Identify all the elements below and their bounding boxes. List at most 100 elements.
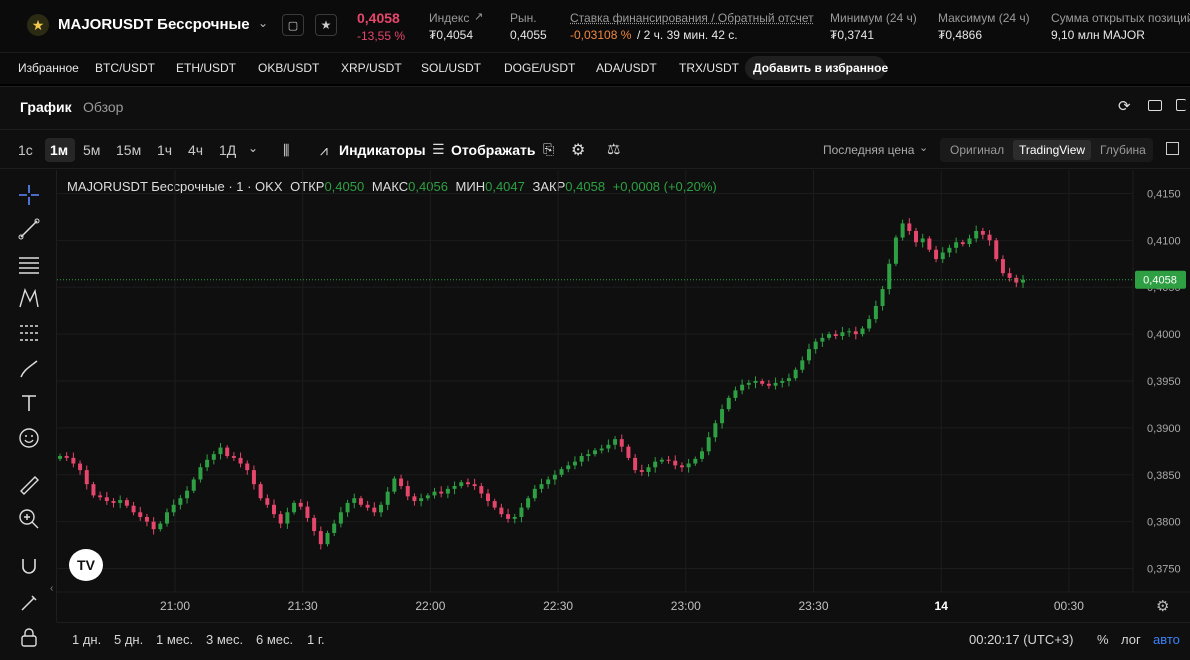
fav-doge[interactable]: DOGE/USDT xyxy=(504,61,576,75)
x-tick-label: 23:00 xyxy=(671,599,701,613)
zoom-in-icon[interactable] xyxy=(18,508,40,530)
view-tradingview[interactable]: TradingView xyxy=(1019,143,1086,157)
range-1y[interactable]: 1 г. xyxy=(307,632,325,647)
collapse-sidebar-icon[interactable]: ‹ xyxy=(50,583,54,594)
interval-1s[interactable]: 1с xyxy=(18,142,33,158)
auto-toggle[interactable]: авто xyxy=(1153,632,1180,647)
range-1d[interactable]: 1 дн. xyxy=(72,632,102,647)
fav-ada[interactable]: ADA/USDT xyxy=(596,61,657,75)
range-5d[interactable]: 5 дн. xyxy=(114,632,144,647)
candle-body xyxy=(151,521,156,530)
candle-body xyxy=(178,498,183,505)
candle-body xyxy=(452,486,457,489)
fib-icon[interactable] xyxy=(18,322,40,344)
funding-rate: -0,03108 % xyxy=(570,28,632,42)
symbol-title[interactable]: MAJORUSDT Бессрочные xyxy=(58,16,250,33)
fullscreen-icon[interactable] xyxy=(1176,99,1186,111)
fav-sol[interactable]: SOL/USDT xyxy=(421,61,482,75)
interval-1m[interactable]: 1м xyxy=(50,142,69,158)
favorites-bar xyxy=(0,52,1190,84)
candle-body xyxy=(780,381,785,383)
candle-body xyxy=(532,488,537,499)
favorites-label[interactable]: Избранное xyxy=(18,61,79,75)
settings-gear-icon[interactable]: ⚙ xyxy=(571,142,586,159)
candle-body xyxy=(947,247,952,253)
interval-4h[interactable]: 4ч xyxy=(188,142,204,158)
candle-body xyxy=(432,491,437,496)
range-3m[interactable]: 3 мес. xyxy=(206,632,244,647)
crosshair-icon[interactable] xyxy=(18,184,40,206)
candle-body xyxy=(465,482,470,485)
candle-body xyxy=(238,457,243,464)
view-original[interactable]: Оригинал xyxy=(950,143,1005,157)
candle-body xyxy=(358,498,363,505)
book-icon[interactable]: ▢ xyxy=(282,14,304,36)
axis-settings-icon[interactable]: ⚙ xyxy=(1156,598,1170,615)
chevron-down-icon[interactable]: ⌄ xyxy=(248,141,259,155)
candle-body xyxy=(552,474,557,480)
x-tick-label: 00:30 xyxy=(1054,599,1084,613)
candle-body xyxy=(131,505,136,513)
interval-1d[interactable]: 1Д xyxy=(219,142,237,158)
view-tradingview-bg xyxy=(1013,140,1091,160)
tab-overview[interactable]: Обзор xyxy=(83,99,124,115)
tab-chart[interactable]: График xyxy=(20,99,72,115)
percent-toggle[interactable]: % xyxy=(1097,632,1109,647)
ruler-icon[interactable] xyxy=(18,474,40,496)
view-depth[interactable]: Глубина xyxy=(1100,143,1146,157)
add-alert-icon[interactable]: ⟳ xyxy=(1118,98,1131,115)
display-button[interactable]: Отображать xyxy=(451,142,536,158)
candle-body xyxy=(1007,273,1012,278)
horizontal-lines-icon[interactable] xyxy=(18,253,40,275)
emoji-icon[interactable] xyxy=(18,427,40,449)
chevron-down-icon[interactable]: ⌄ xyxy=(919,142,929,154)
fav-eth[interactable]: ETH/USDT xyxy=(176,61,236,75)
candle-body xyxy=(893,237,898,264)
interval-1h[interactable]: 1ч xyxy=(157,142,173,158)
candles-type-icon[interactable]: ⫼ xyxy=(283,142,290,158)
legend-low-label: МИН xyxy=(455,179,486,194)
log-toggle[interactable]: лог xyxy=(1121,632,1141,647)
favorite-star-icon[interactable]: ★ xyxy=(315,14,337,36)
brush-icon[interactable] xyxy=(18,358,40,380)
candle-body xyxy=(144,516,149,522)
candle-body xyxy=(1000,259,1005,274)
candle-body xyxy=(599,448,604,451)
fav-okb[interactable]: OKB/USDT xyxy=(258,61,320,75)
indicators-icon[interactable]: ⩘ xyxy=(320,142,328,158)
expand-icon[interactable] xyxy=(1166,142,1179,155)
range-1m[interactable]: 1 мес. xyxy=(156,632,194,647)
candle-body xyxy=(512,516,517,519)
candlestick-chart[interactable]: 0,4150 0,4100 0,4050 0,4000 0,3950 0,3900 0,38… xyxy=(57,170,1190,622)
candle-body xyxy=(225,447,230,457)
interval-15m[interactable]: 15м xyxy=(116,142,142,158)
clock[interactable]: 00:20:17 (UTC+3) xyxy=(969,632,1074,647)
candle-body xyxy=(566,465,571,470)
candle-body xyxy=(231,456,236,458)
text-icon[interactable] xyxy=(18,392,40,414)
pattern-icon[interactable] xyxy=(18,287,40,309)
display-icon[interactable]: ☰ xyxy=(432,141,445,157)
candle-body xyxy=(372,507,377,513)
lock-drawings-icon[interactable] xyxy=(18,592,40,614)
replay-icon[interactable]: ⎘ xyxy=(543,141,555,157)
trend-line-icon[interactable] xyxy=(18,218,40,240)
external-link-icon[interactable]: ↗ xyxy=(474,11,484,23)
fav-xrp[interactable]: XRP/USDT xyxy=(341,61,402,75)
window-icon[interactable] xyxy=(1148,100,1162,111)
candle-body xyxy=(686,463,691,468)
price-type-select[interactable]: Последняя цена xyxy=(823,143,915,157)
fav-trx[interactable]: TRX/USDT xyxy=(679,61,739,75)
candle-body xyxy=(994,240,999,260)
chart-panel xyxy=(0,86,1190,660)
magnet-icon[interactable] xyxy=(18,555,40,577)
candle-body xyxy=(191,479,196,491)
range-6m[interactable]: 6 мес. xyxy=(256,632,294,647)
chevron-down-icon[interactable]: ⌄ xyxy=(258,16,269,30)
fav-btc[interactable]: BTC/USDT xyxy=(95,61,155,75)
interval-5m[interactable]: 5м xyxy=(83,142,101,158)
add-to-favorites-button[interactable] xyxy=(745,56,886,80)
lock-icon[interactable] xyxy=(18,626,40,648)
scales-icon[interactable]: ⚖ xyxy=(607,141,621,158)
indicators-button[interactable]: Индикаторы xyxy=(339,142,426,158)
